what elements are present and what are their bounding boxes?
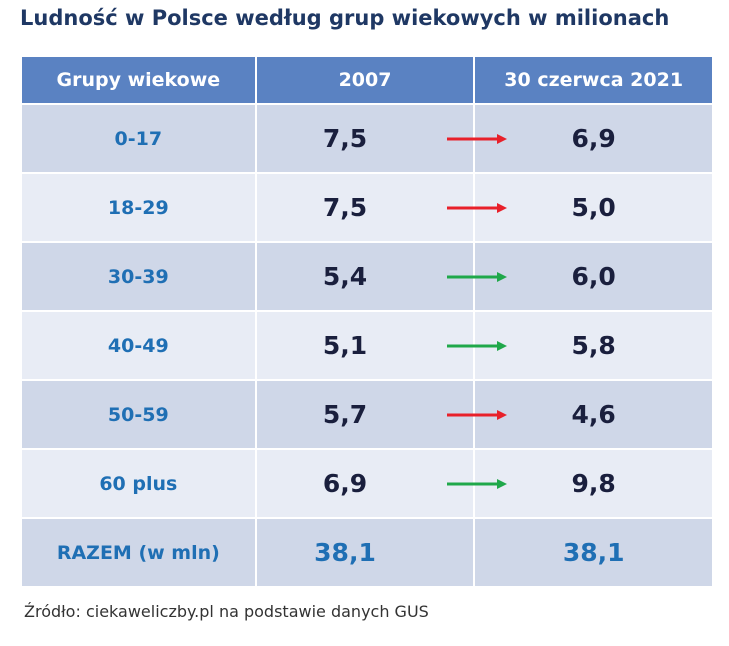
value-2021: 4,6 <box>571 400 616 429</box>
arrow <box>447 478 508 489</box>
row: 18-29 7,5 5,0 <box>22 174 712 243</box>
value-2021: 6,9 <box>571 124 616 153</box>
arrow <box>447 409 508 420</box>
row: 40-49 5,1 5,8 <box>22 312 712 381</box>
age-group: 0-17 <box>114 127 163 150</box>
arrow <box>447 133 508 144</box>
age-group: 60 plus <box>99 472 178 495</box>
value-2007: 5,7 <box>322 400 368 429</box>
cell: 5,0 <box>475 174 712 241</box>
value-2021: 5,8 <box>571 331 616 360</box>
source: Źródło: ciekaweliczby.pl na podstawie da… <box>24 602 429 621</box>
cell: 5,1 <box>257 312 508 379</box>
value-2021: 9,8 <box>571 469 616 498</box>
row: 60 plus 6,9 9,8 <box>22 450 712 519</box>
row: 30-39 5,4 6,0 <box>22 243 712 312</box>
cell: 7,5 <box>257 174 508 241</box>
age-group: 50-59 <box>107 403 169 426</box>
value-2021: 5,0 <box>571 193 616 222</box>
age-group: 18-29 <box>107 196 169 219</box>
total-2007: 38,1 <box>314 538 376 567</box>
cell: 6,9 <box>257 450 508 517</box>
arrow <box>447 202 508 213</box>
value-2007: 7,5 <box>322 193 368 222</box>
row: 0-17 7,5 6,9 <box>22 105 712 174</box>
cell: 38,1 <box>257 519 476 586</box>
header-cell: Grupy wiekowe <box>22 57 257 103</box>
cell: 5,7 <box>257 381 508 448</box>
header-cell: 30 czerwca 2021 <box>504 69 684 91</box>
row: 50-59 5,7 4,6 <box>22 381 712 450</box>
cell: 4,6 <box>475 381 712 448</box>
cell: 7,5 <box>257 105 508 172</box>
arrow <box>447 340 508 351</box>
cell: 0-17 <box>22 105 257 172</box>
header-row: Grupy wiekowe 2007 30 czerwca 2021 <box>22 57 712 105</box>
cell: 40-49 <box>22 312 257 379</box>
value-2007: 6,9 <box>322 469 368 498</box>
cell: 6,0 <box>475 243 712 310</box>
value-2021: 6,0 <box>571 262 616 291</box>
cell: 38,1 <box>475 519 712 586</box>
cell: 5,4 <box>257 243 508 310</box>
cell: 5,8 <box>475 312 712 379</box>
cell: 30-39 <box>22 243 257 310</box>
value-2007: 7,5 <box>322 124 368 153</box>
header-cell: 2007 <box>257 57 476 103</box>
value-2007: 5,1 <box>322 331 368 360</box>
arrow <box>447 271 508 282</box>
cell: 9,8 <box>475 450 712 517</box>
age-group: 30-39 <box>107 265 169 288</box>
total-label: RAZEM (w mln) <box>56 541 220 564</box>
cell: 50-59 <box>22 381 257 448</box>
total-row: RAZEM (w mln) 38,1 38,1 <box>22 519 712 588</box>
cell: 60 plus <box>22 450 257 517</box>
cell: 6,9 <box>475 105 712 172</box>
table: Grupy wiekowe 2007 30 czerwca 2021 0-17 … <box>22 57 712 588</box>
cell: 18-29 <box>22 174 257 241</box>
age-group: 40-49 <box>107 334 169 357</box>
value-2007: 5,4 <box>322 262 368 291</box>
total-2021: 38,1 <box>562 538 625 567</box>
cell: RAZEM (w mln) <box>22 519 257 586</box>
title: Ludność w Polsce według grup wiekowych w… <box>20 6 670 30</box>
